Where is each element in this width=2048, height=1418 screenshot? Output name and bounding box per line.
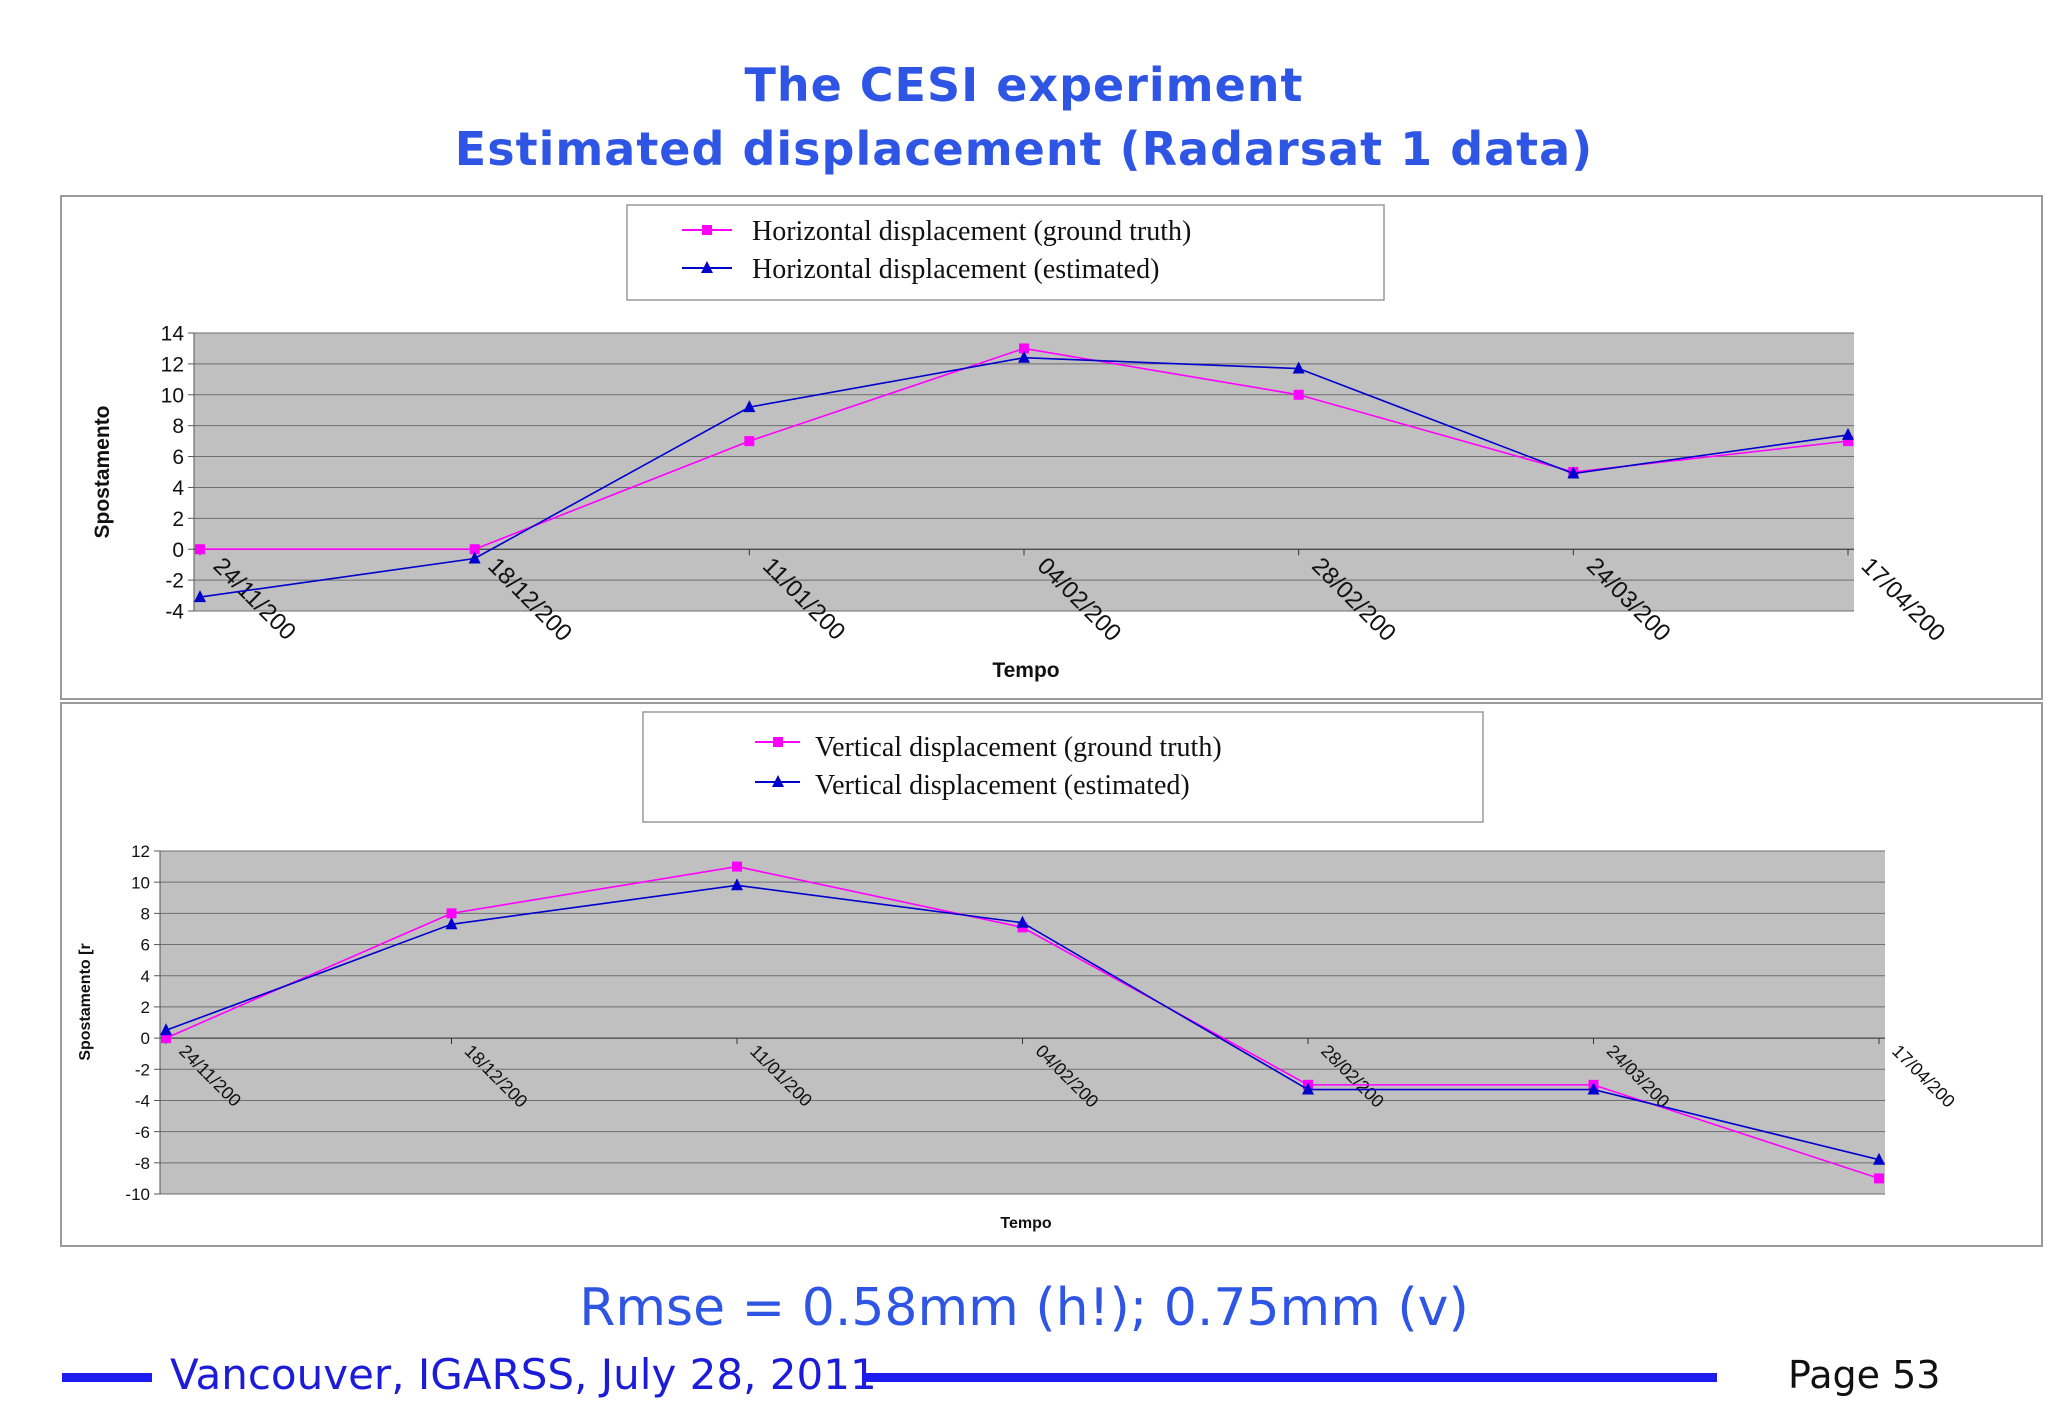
y-tick-label: 8 xyxy=(141,904,150,923)
y-tick-label: 6 xyxy=(172,446,184,469)
data-point-triangle xyxy=(1567,466,1580,479)
data-point-triangle xyxy=(445,917,458,930)
y-tick-label: 0 xyxy=(172,539,184,562)
y-tick-label: 4 xyxy=(141,967,150,986)
legend-label: Horizontal displacement (ground truth) xyxy=(752,216,1191,247)
legend-entry-2: Horizontal displacement (estimated) xyxy=(682,254,1159,285)
y-tick-label: -4 xyxy=(165,601,184,624)
y-axis-label: Spostamento xyxy=(91,405,114,538)
data-point-triangle xyxy=(468,551,481,564)
data-point-triangle xyxy=(1842,427,1854,440)
y-tick-label: 10 xyxy=(161,384,184,407)
legend-box xyxy=(642,711,1484,823)
vertical-chart-svg: Vertical displacement (ground truth) Ver… xyxy=(60,702,2043,1247)
vertical-displacement-chart: Vertical displacement (ground truth) Ver… xyxy=(60,702,2043,1247)
y-tick-label: -2 xyxy=(135,1060,150,1079)
data-point-square xyxy=(1019,343,1029,354)
y-tick-label: -6 xyxy=(135,1123,150,1142)
data-point-square xyxy=(161,1033,171,1044)
horizontal-displacement-chart: Horizontal displacement (ground truth) H… xyxy=(60,195,2043,700)
data-point-triangle xyxy=(1302,1082,1314,1095)
data-point-triangle xyxy=(1873,1152,1885,1165)
y-tick-label: -10 xyxy=(125,1185,150,1204)
y-tick-label: 10 xyxy=(131,873,150,892)
y-tick-label: 4 xyxy=(172,477,184,500)
plot-background xyxy=(160,851,1885,1194)
legend-label: Horizontal displacement (estimated) xyxy=(752,254,1159,285)
data-point-square xyxy=(195,544,205,555)
data-point-triangle xyxy=(731,878,743,891)
slide-subtitle: Estimated displacement (Radarsat 1 data) xyxy=(454,122,1594,176)
rmse-text: Rmse = 0.58mm (h!); 0.75mm (v) xyxy=(579,1278,1469,1338)
legend-entry-2: Vertical displacement (estimated) xyxy=(755,770,1190,801)
y-tick-label: 14 xyxy=(161,323,185,346)
data-point-square xyxy=(744,436,755,447)
data-point-triangle xyxy=(1587,1082,1600,1095)
data-point-square xyxy=(1843,436,1853,447)
data-point-square xyxy=(1293,389,1304,400)
data-point-square xyxy=(1874,1173,1884,1184)
x-axis-label: Tempo xyxy=(1000,1215,1051,1232)
y-tick-label: 6 xyxy=(141,936,150,955)
y-axis-label: Spostamento [r xyxy=(77,943,94,1060)
legend-label: Vertical displacement (ground truth) xyxy=(815,732,1222,763)
y-tick-label: -2 xyxy=(165,570,184,593)
legend-entry-1: Vertical displacement (ground truth) xyxy=(755,732,1222,763)
y-tick-label: 2 xyxy=(141,998,150,1017)
data-point-triangle xyxy=(1292,361,1305,374)
data-point-square xyxy=(732,861,742,872)
page-number: Page 53 xyxy=(1788,1353,1941,1397)
y-tick-label: 8 xyxy=(172,415,184,438)
data-point-triangle xyxy=(743,400,756,413)
y-tick-label: 0 xyxy=(141,1029,150,1048)
data-point-triangle xyxy=(160,1023,172,1036)
legend-label: Vertical displacement (estimated) xyxy=(815,770,1190,801)
horizontal-chart-svg: Horizontal displacement (ground truth) H… xyxy=(60,195,2043,700)
data-point-triangle xyxy=(1016,915,1029,928)
x-axis-label: Tempo xyxy=(992,659,1059,682)
y-tick-label: -4 xyxy=(135,1092,150,1111)
y-tick-label: 2 xyxy=(172,508,184,531)
footer-text: Vancouver, IGARSS, July 28, 2011 xyxy=(170,1350,877,1399)
data-point-square xyxy=(469,544,480,555)
legend-box xyxy=(626,204,1385,301)
y-tick-label: 12 xyxy=(131,842,150,861)
slide-title: The CESI experiment xyxy=(744,58,1304,112)
y-tick-label: 12 xyxy=(161,353,184,376)
data-point-square xyxy=(446,908,457,919)
y-tick-label: -8 xyxy=(135,1154,150,1173)
legend-entry-1: Horizontal displacement (ground truth) xyxy=(682,216,1191,247)
footer-rule-mid xyxy=(862,1373,1717,1382)
data-point-triangle xyxy=(194,590,206,603)
footer-rule-left xyxy=(62,1373,152,1382)
data-point-triangle xyxy=(1018,350,1030,363)
